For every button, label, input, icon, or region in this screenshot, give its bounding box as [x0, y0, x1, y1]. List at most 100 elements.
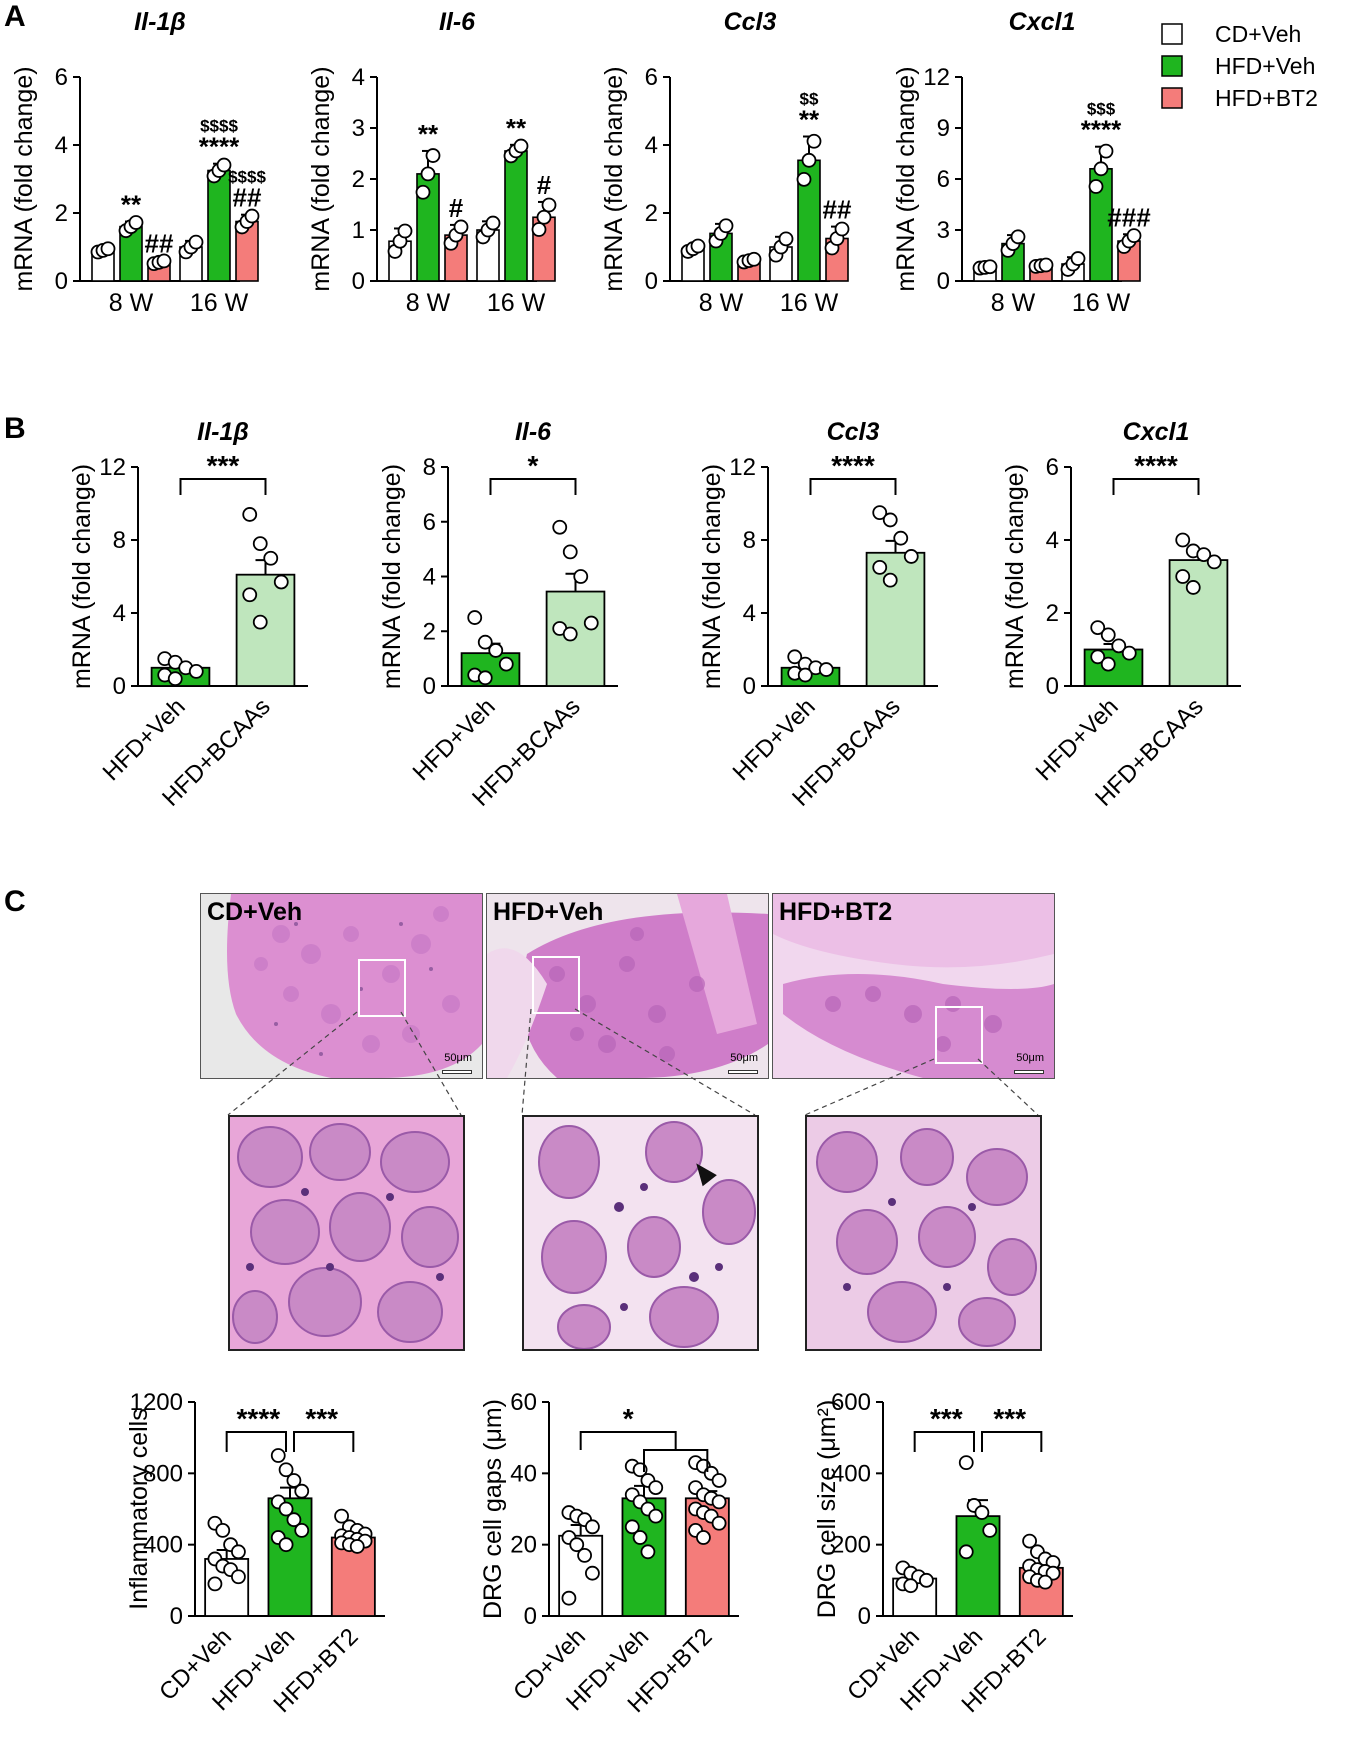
- data-point: [242, 507, 258, 522]
- data-point: [872, 559, 888, 575]
- data-point: [349, 1539, 365, 1554]
- significance-label: *: [623, 1403, 634, 1434]
- zoom-micrograph-cd-veh: [228, 1115, 465, 1351]
- legend: CD+Veh HFD+Veh HFD+BT2: [1161, 21, 1318, 111]
- data-point: [415, 184, 431, 200]
- significance-label: ##: [823, 195, 852, 225]
- legend-label-hfd: HFD+Veh: [1215, 53, 1315, 79]
- micrograph-hfd-veh: HFD+Veh 50μm: [486, 893, 769, 1079]
- data-point: [711, 1473, 727, 1488]
- legend-swatch-cd: [1161, 23, 1183, 45]
- data-point: [1100, 656, 1116, 672]
- micrograph-hfd-bt2: HFD+BT2 50μm: [772, 893, 1055, 1079]
- data-point: [278, 1537, 294, 1553]
- x-tick-label: 16 W: [780, 289, 839, 317]
- data-point: [1206, 554, 1222, 570]
- y-axis-label: mRNA (fold change): [600, 66, 628, 291]
- significance-label: #: [537, 170, 552, 200]
- legend-label-bt2: HFD+BT2: [1215, 85, 1318, 111]
- y-tick-label: 60: [510, 1389, 537, 1416]
- x-tick-label: 8 W: [699, 289, 744, 317]
- data-point: [156, 253, 172, 269]
- zoom-micrograph-hfd-bt2: [805, 1115, 1042, 1351]
- data-point: [1098, 143, 1114, 159]
- y-tick-label: 400: [143, 1532, 183, 1559]
- data-point: [536, 209, 552, 225]
- significance-label: $$$$: [200, 117, 238, 136]
- chart-title: Ccl3: [724, 8, 777, 36]
- data-point: [834, 221, 850, 237]
- data-point: [207, 1576, 223, 1592]
- data-point: [252, 614, 268, 630]
- significance-bracket: [913, 1431, 975, 1452]
- data-point: [696, 1530, 711, 1545]
- data-point: [648, 1508, 664, 1524]
- data-point: [787, 649, 803, 665]
- x-tick-label: 16 W: [190, 289, 249, 317]
- y-tick-label: 0: [352, 268, 365, 295]
- y-tick-label: 2: [423, 618, 436, 645]
- tissue-image: [773, 894, 1054, 1078]
- data-point: [488, 643, 504, 658]
- significance-label: ***: [930, 1403, 963, 1434]
- data-point: [167, 671, 183, 687]
- y-tick-label: 12: [923, 64, 950, 91]
- chart-title: Il-1β: [197, 418, 249, 446]
- micrograph-label: HFD+Veh: [493, 898, 604, 926]
- y-tick-label: 6: [1046, 454, 1059, 481]
- y-tick-label: 4: [55, 132, 68, 159]
- y-tick-label: 12: [99, 454, 126, 481]
- significance-bracket: [1112, 478, 1200, 495]
- data-point: [690, 238, 706, 254]
- chart-title: Cxcl1: [1123, 418, 1190, 446]
- data-point: [1111, 638, 1127, 654]
- y-axis-label: DRG cell gaps (μm): [479, 1399, 507, 1619]
- data-point: [397, 223, 413, 239]
- data-point: [1010, 229, 1026, 245]
- data-point: [286, 1512, 302, 1528]
- significance-label: ***: [207, 450, 240, 481]
- data-point: [561, 1590, 577, 1606]
- y-tick-label: 8: [743, 527, 756, 554]
- significance-label: ****: [1134, 450, 1178, 481]
- connector-line: [574, 1008, 756, 1116]
- significance-label: **: [418, 119, 439, 149]
- chart-title: Cxcl1: [1009, 8, 1076, 36]
- scale-bar: [442, 1070, 472, 1074]
- data-point: [216, 157, 232, 173]
- y-axis-label: mRNA (fold change): [892, 66, 920, 291]
- data-point: [982, 1523, 998, 1538]
- y-tick-label: 8: [423, 454, 436, 481]
- chart-title: Il-6: [439, 8, 476, 36]
- panel-label-a: A: [4, 0, 26, 33]
- y-tick-label: 800: [143, 1460, 183, 1487]
- data-point: [562, 544, 578, 560]
- data-point: [711, 1515, 727, 1531]
- y-tick-label: 2: [352, 166, 365, 193]
- connector-line: [400, 1011, 462, 1116]
- zoom-micrograph-hfd-veh: [522, 1115, 759, 1351]
- data-point: [818, 662, 834, 677]
- y-tick-label: 2: [1046, 600, 1059, 627]
- data-point: [903, 549, 919, 564]
- y-tick-label: 2: [645, 200, 658, 227]
- significance-label: $$$$: [228, 168, 266, 187]
- y-tick-label: 6: [645, 64, 658, 91]
- y-tick-label: 0: [743, 673, 756, 700]
- significance-label: **: [506, 113, 527, 143]
- significance-bracket: [643, 1449, 709, 1472]
- data-point: [974, 1505, 990, 1520]
- data-point: [632, 1530, 648, 1545]
- significance-label: ##: [145, 229, 174, 259]
- data-point: [498, 656, 514, 672]
- significance-label: ****: [237, 1403, 281, 1434]
- significance-bracket: [179, 478, 267, 495]
- data-point: [485, 215, 501, 231]
- zoom-tissue-image: [230, 1117, 463, 1349]
- tissue-image: [201, 894, 482, 1078]
- significance-label: ##: [233, 183, 262, 213]
- y-tick-label: 0: [524, 1603, 537, 1630]
- y-tick-label: 200: [831, 1532, 871, 1559]
- significance-label: #: [449, 193, 464, 223]
- data-point: [958, 1455, 974, 1471]
